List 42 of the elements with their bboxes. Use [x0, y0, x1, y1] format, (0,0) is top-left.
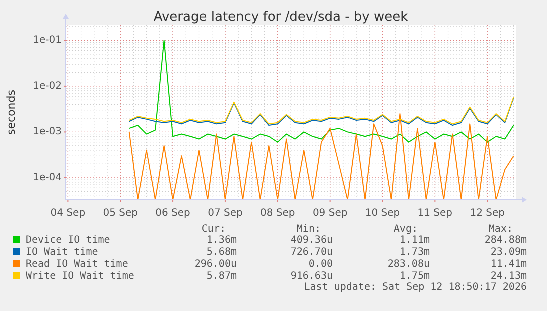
x-tick-label: 10 Sep	[365, 208, 400, 219]
x-tick-label: 07 Sep	[208, 208, 243, 219]
y-tick-label: 1e-04	[33, 172, 62, 184]
legend-label: Read IO Wait time	[26, 259, 128, 270]
text: 726.70u	[290, 247, 333, 258]
x-tick-label: 09 Sep	[312, 208, 348, 219]
text: Cur:	[202, 224, 226, 235]
text: 296.00u	[194, 259, 237, 270]
x-tick-label: 12 Sep	[470, 208, 505, 219]
x-tick-label: 05 Sep	[103, 208, 138, 219]
x-tick-label: 04 Sep	[50, 208, 86, 219]
line-series	[128, 113, 514, 200]
text: 5.68m	[206, 247, 237, 258]
text: Last update: Sat Sep 12 18:50:17 2026	[304, 282, 527, 293]
text: 0.00	[308, 259, 333, 270]
text: Min:	[296, 224, 321, 235]
y-axis-title: seconds	[5, 90, 18, 135]
y-tick-label: 1e-03	[33, 126, 62, 138]
chart-title: Average latency for /dev/sda - by week	[154, 10, 409, 25]
text: 916.63u	[290, 271, 333, 282]
text: 1.36m	[206, 235, 237, 246]
line-series	[128, 40, 514, 143]
text: 24.13m	[490, 271, 527, 282]
text: 23.09m	[490, 247, 527, 258]
text: 284.88m	[484, 235, 527, 246]
y-tick-label: 1e-01	[33, 35, 62, 46]
text: Max:	[488, 224, 513, 235]
text: Avg:	[394, 224, 418, 235]
legend-label: Device IO time	[26, 235, 110, 246]
x-tick-label: 06 Sep	[156, 208, 190, 219]
text: 1.75m	[400, 271, 430, 282]
y-tick-label: 1e-02	[33, 80, 62, 92]
text: 1.73m	[400, 247, 430, 258]
text: 409.36u	[290, 235, 333, 246]
text: 11.41m	[490, 259, 527, 270]
x-tick-label: 08 Sep	[260, 208, 296, 219]
text: 1.11m	[400, 235, 430, 246]
x-tick-label: 11 Sep	[418, 208, 453, 219]
legend-label: IO Wait time	[26, 247, 98, 258]
text: 283.08u	[388, 259, 430, 270]
text: 5.87m	[206, 271, 237, 282]
legend-label: Write IO Wait time	[26, 271, 134, 282]
